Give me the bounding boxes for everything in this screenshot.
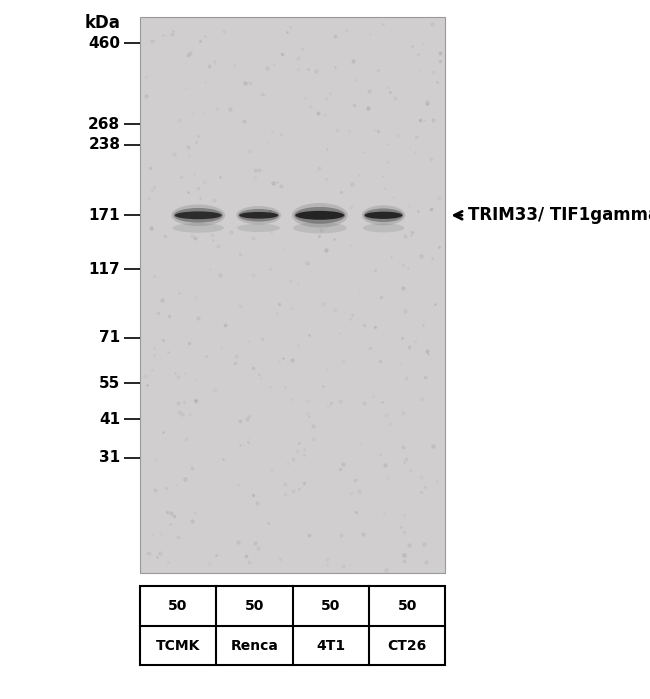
Text: 171: 171 [88,208,120,223]
Text: 4T1: 4T1 [316,638,345,653]
Text: 31: 31 [99,450,120,466]
Text: kDa: kDa [84,14,120,32]
Text: 238: 238 [88,137,120,152]
Text: 50: 50 [321,598,341,613]
Text: 50: 50 [244,598,264,613]
Ellipse shape [172,223,224,233]
Text: 55: 55 [99,375,120,391]
Ellipse shape [292,203,348,228]
Text: 50: 50 [168,598,188,613]
Text: 460: 460 [88,36,120,51]
Text: 41: 41 [99,412,120,427]
Bar [140,586,445,665]
Ellipse shape [174,208,223,222]
Ellipse shape [172,205,225,226]
Ellipse shape [362,206,405,225]
Ellipse shape [295,211,344,219]
Ellipse shape [294,207,345,224]
Bar [140,17,445,573]
Text: 117: 117 [88,261,120,277]
Ellipse shape [238,209,280,222]
Text: TCMK: TCMK [156,638,200,653]
Text: Renca: Renca [230,638,278,653]
Ellipse shape [237,224,280,232]
Ellipse shape [175,211,222,219]
Text: 71: 71 [99,330,120,345]
Ellipse shape [365,212,402,219]
Ellipse shape [364,208,403,222]
Text: TRIM33/ TIF1gamma: TRIM33/ TIF1gamma [468,206,650,224]
Text: CT26: CT26 [387,638,426,653]
Ellipse shape [293,222,346,233]
Ellipse shape [237,206,281,224]
Text: 50: 50 [397,598,417,613]
Text: 268: 268 [88,117,120,132]
Ellipse shape [363,224,404,232]
Ellipse shape [239,212,278,219]
